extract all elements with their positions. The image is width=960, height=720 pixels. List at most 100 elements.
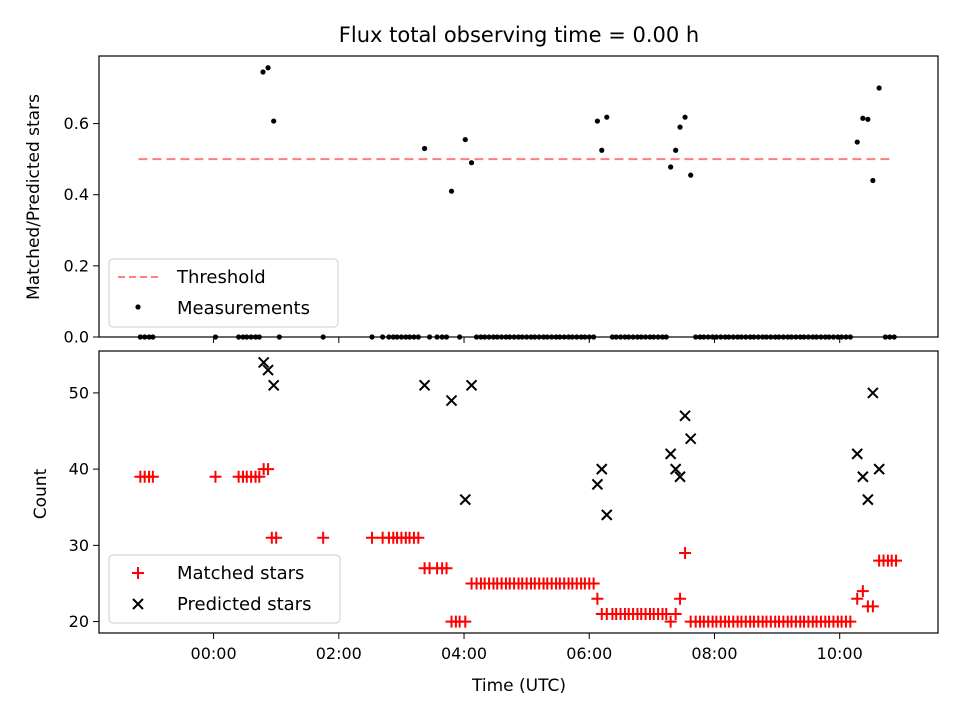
legend-matched-label: Matched stars bbox=[177, 563, 304, 584]
predicted-star-marker bbox=[418, 379, 431, 392]
matched-star-marker bbox=[262, 463, 275, 476]
matched-star-marker bbox=[591, 592, 604, 605]
bottom-xtick-label: 06:00 bbox=[566, 644, 612, 663]
bottom-y-axis-label: Count bbox=[31, 468, 51, 519]
matched-star-marker bbox=[844, 615, 857, 628]
bottom-legend-box bbox=[108, 554, 341, 624]
matched-star-marker bbox=[669, 607, 682, 620]
measurement-point bbox=[421, 145, 428, 152]
bottom-ytick-label: 50 bbox=[69, 383, 89, 402]
matched-star-markers bbox=[134, 463, 903, 628]
bottom-xtick-label: 08:00 bbox=[691, 644, 737, 663]
top-ytick-label: 0.4 bbox=[64, 185, 89, 204]
bottom-ytick-label: 20 bbox=[69, 612, 89, 631]
matched-star-marker bbox=[890, 554, 903, 567]
matched-star-marker bbox=[253, 470, 266, 483]
bottom-y-ticks: 20 30 40 50 bbox=[69, 383, 99, 631]
measurement-point bbox=[599, 147, 605, 153]
matched-star-marker bbox=[679, 546, 692, 559]
top-panel: Flux total observing time = 0.00 h Match… bbox=[24, 23, 939, 347]
predicted-star-marker bbox=[679, 410, 691, 422]
measurement-point bbox=[265, 65, 271, 71]
top-legend: Threshold Measurements bbox=[108, 258, 339, 328]
measurement-point bbox=[854, 139, 860, 145]
x-axis-label: Time (UTC) bbox=[471, 676, 566, 696]
matched-star-marker bbox=[317, 531, 330, 544]
legend-measurements-swatch bbox=[135, 304, 141, 310]
bottom-xtick-label: 04:00 bbox=[441, 644, 487, 663]
matched-star-marker bbox=[459, 615, 472, 628]
top-ytick-label: 0.0 bbox=[64, 328, 89, 347]
measurement-point bbox=[271, 118, 277, 124]
matched-star-marker bbox=[440, 562, 453, 575]
predicted-star-marker bbox=[857, 471, 869, 483]
bottom-panel: Count Time (UTC) 20 30 40 50 00:00 02:00 04:0… bbox=[31, 350, 939, 696]
measurement-point bbox=[673, 147, 679, 153]
predicted-star-marker bbox=[873, 463, 885, 475]
measurement-point bbox=[688, 172, 694, 178]
predicted-star-marker bbox=[591, 478, 604, 491]
matched-star-marker bbox=[209, 470, 222, 483]
measurement-point bbox=[668, 164, 674, 170]
top-axes-frame bbox=[98, 55, 939, 338]
predicted-star-markers bbox=[257, 356, 885, 521]
bottom-ytick-label: 30 bbox=[69, 536, 89, 555]
matched-star-marker bbox=[270, 531, 283, 544]
measurement-point bbox=[594, 118, 600, 124]
top-y-ticks: 0.0 0.2 0.4 0.6 bbox=[64, 114, 99, 347]
legend-measurements-label: Measurements bbox=[177, 298, 310, 319]
measurement-point bbox=[468, 160, 475, 166]
matched-star-marker bbox=[587, 577, 600, 590]
matched-star-marker bbox=[866, 600, 879, 613]
chart-title: Flux total observing time = 0.00 h bbox=[339, 23, 699, 47]
bottom-xtick-label: 00:00 bbox=[191, 644, 237, 663]
matched-star-marker bbox=[412, 531, 425, 544]
measurement-point bbox=[865, 116, 871, 122]
predicted-star-marker bbox=[262, 364, 274, 376]
top-y-axis-label: Matched/Predicted stars bbox=[24, 94, 44, 300]
top-ytick-label: 0.2 bbox=[64, 256, 89, 275]
bottom-axes-frame bbox=[98, 350, 939, 634]
bottom-xtick-label: 02:00 bbox=[316, 644, 362, 663]
predicted-star-marker bbox=[674, 471, 686, 483]
measurement-point bbox=[260, 69, 266, 75]
predicted-star-marker bbox=[851, 448, 863, 460]
measurement-point bbox=[462, 136, 468, 143]
bottom-legend: Matched stars Predicted stars bbox=[108, 554, 341, 624]
measurement-point bbox=[448, 188, 455, 194]
predicted-star-marker bbox=[459, 493, 471, 506]
bottom-ytick-label: 40 bbox=[69, 460, 89, 479]
predicted-star-marker bbox=[601, 509, 613, 521]
matched-star-marker bbox=[365, 531, 378, 544]
measurement-point bbox=[604, 114, 610, 120]
predicted-star-marker bbox=[867, 387, 879, 399]
measurement-point bbox=[677, 124, 683, 130]
legend-threshold-label: Threshold bbox=[176, 267, 266, 288]
matched-star-marker bbox=[674, 592, 687, 605]
matched-star-marker bbox=[851, 592, 864, 605]
predicted-star-marker bbox=[267, 379, 280, 392]
predicted-star-marker bbox=[257, 356, 270, 369]
bottom-xtick-label: 10:00 bbox=[817, 644, 863, 663]
legend-predicted-label: Predicted stars bbox=[177, 594, 311, 615]
predicted-star-marker bbox=[669, 463, 682, 475]
matched-star-marker bbox=[664, 615, 677, 628]
predicted-star-marker bbox=[684, 432, 697, 445]
legend-predicted-swatch bbox=[132, 598, 144, 610]
predicted-star-marker bbox=[445, 394, 458, 407]
measurement-point bbox=[860, 115, 866, 121]
measurement-point bbox=[870, 177, 876, 184]
matched-star-marker bbox=[146, 470, 159, 483]
top-legend-box bbox=[108, 258, 339, 328]
predicted-star-marker bbox=[465, 379, 478, 392]
bottom-x-ticks: 00:00 02:00 04:00 06:00 08:00 10:00 bbox=[191, 633, 863, 663]
measurement-point bbox=[682, 114, 688, 120]
top-ytick-label: 0.6 bbox=[64, 114, 89, 133]
predicted-star-marker bbox=[596, 463, 608, 475]
matched-star-marker bbox=[856, 585, 869, 598]
legend-matched-swatch bbox=[132, 567, 144, 579]
predicted-star-marker bbox=[862, 493, 874, 506]
measurement-point bbox=[876, 85, 882, 91]
predicted-star-marker bbox=[664, 448, 677, 460]
